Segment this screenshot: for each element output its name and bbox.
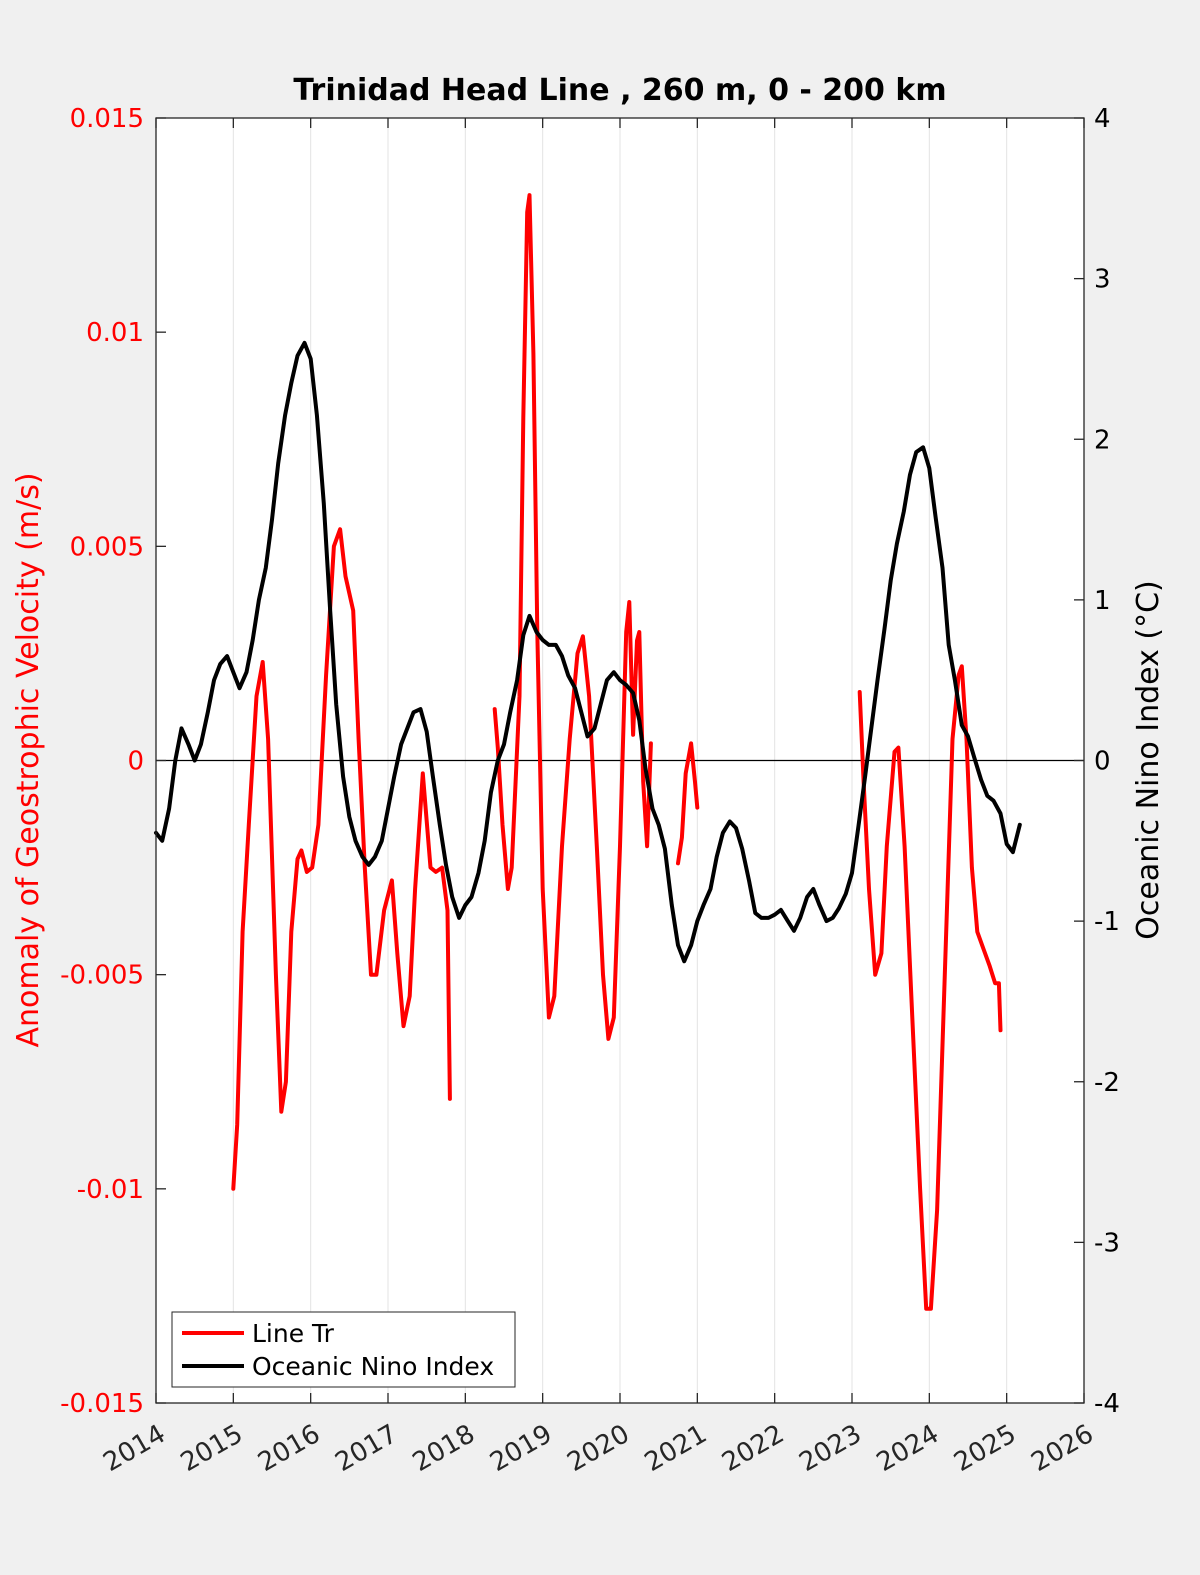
legend-label-line-tr: Line Tr	[252, 1319, 335, 1348]
left-y-tick-label: -0.01	[77, 1175, 144, 1205]
right-y-tick-label: -2	[1094, 1068, 1120, 1098]
left-y-tick-label: 0	[127, 747, 144, 777]
right-y-axis-label: Oceanic Nino Index (°C)	[1131, 580, 1166, 940]
right-y-tick-label: 2	[1094, 425, 1111, 455]
left-y-tick-label: 0.01	[86, 318, 144, 348]
right-y-tick-label: -4	[1094, 1389, 1120, 1419]
right-y-axis-ticks: 4 3 2 1 0 -1 -2 -3 -4	[1074, 104, 1120, 1419]
left-y-tick-label: 0.005	[70, 532, 144, 562]
legend: Line Tr Oceanic Nino Index	[171, 1311, 516, 1388]
left-y-axis-label: Anomaly of Geostrophic Velocity (m/s)	[11, 472, 46, 1047]
series-line-tr-segment-3	[676, 741, 700, 866]
right-y-tick-label: -1	[1094, 907, 1120, 937]
left-y-tick-label: -0.015	[60, 1389, 144, 1419]
right-y-tick-label: 4	[1094, 104, 1111, 134]
series-group	[154, 193, 1022, 1311]
chart-title: Trinidad Head Line , 260 m, 0 - 200 km	[293, 73, 946, 108]
series-oni-segment-1	[154, 340, 1022, 964]
left-y-tick-label: 0.015	[70, 104, 144, 134]
right-y-tick-label: -3	[1094, 1228, 1120, 1258]
series-line-tr-segment-4	[857, 664, 1003, 1311]
right-y-tick-label: 1	[1094, 586, 1111, 616]
right-y-tick-label: 0	[1094, 747, 1111, 777]
series-line-tr-segment-1	[231, 527, 452, 1191]
legend-box	[171, 1311, 516, 1388]
legend-label-oni: Oceanic Nino Index	[252, 1352, 494, 1381]
left-y-tick-label: -0.005	[60, 961, 144, 991]
right-y-tick-label: 3	[1094, 265, 1111, 295]
left-y-axis-ticks: 0.015 0.01 0.005 0 -0.005 -0.01 -0.015	[60, 104, 166, 1419]
